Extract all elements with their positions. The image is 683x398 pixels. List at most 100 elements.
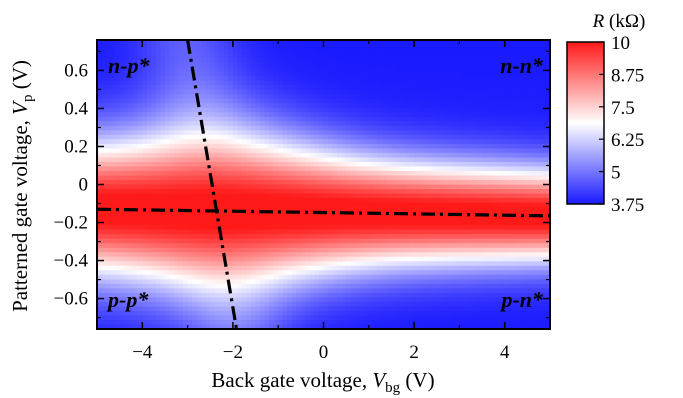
heatmap-cell	[205, 288, 211, 294]
heatmap-cell	[373, 270, 379, 276]
heatmap-cell	[328, 49, 334, 55]
heatmap-cell	[232, 157, 239, 163]
heatmap-cell	[241, 292, 248, 298]
heatmap-cell	[445, 166, 451, 172]
heatmap-cell	[246, 225, 252, 231]
heatmap-cell	[418, 279, 424, 285]
heatmap-cell	[137, 301, 143, 308]
heatmap-cell	[341, 116, 347, 122]
heatmap-cell	[142, 189, 148, 195]
heatmap-cell	[124, 80, 130, 86]
heatmap-cell	[405, 198, 411, 204]
heatmap-cell	[441, 125, 447, 131]
heatmap-cell	[391, 288, 397, 294]
heatmap-cell	[241, 288, 248, 294]
heatmap-cell	[232, 125, 239, 131]
heatmap-cell	[405, 40, 411, 46]
heatmap-cell	[119, 270, 125, 276]
heatmap-cell	[323, 265, 329, 271]
heatmap-cell	[241, 220, 248, 226]
heatmap-cell	[164, 71, 171, 77]
heatmap-cell	[237, 121, 243, 127]
heatmap-cell	[232, 234, 239, 240]
heatmap-cell	[314, 247, 320, 253]
heatmap-cell	[432, 288, 438, 294]
heatmap-cell	[174, 220, 180, 226]
heatmap-cell	[192, 306, 198, 312]
heatmap-cell	[441, 62, 447, 68]
heatmap-cell	[278, 80, 284, 86]
heatmap-cell	[269, 198, 275, 204]
heatmap-cell	[346, 166, 352, 172]
heatmap-cell	[400, 40, 406, 46]
heatmap-cell	[355, 306, 361, 312]
heatmap-cell	[124, 40, 130, 46]
heatmap-cell	[373, 103, 379, 109]
heatmap-cell	[246, 243, 252, 249]
heatmap-cell	[187, 148, 193, 154]
heatmap-cell	[219, 220, 225, 226]
heatmap-cell	[436, 202, 442, 208]
heatmap-cell	[409, 279, 415, 285]
heatmap-cell	[106, 193, 112, 199]
heatmap-cell	[314, 44, 320, 50]
heatmap-cell	[260, 319, 266, 326]
heatmap-cell	[300, 40, 306, 46]
heatmap-cell	[201, 202, 207, 208]
heatmap-cell	[441, 94, 447, 100]
heatmap-cell	[164, 243, 171, 249]
heatmap-cell	[423, 80, 429, 86]
heatmap-cell	[423, 71, 429, 77]
heatmap-cell	[228, 270, 234, 276]
heatmap-cell	[300, 44, 306, 50]
heatmap-cell	[228, 238, 234, 244]
heatmap-cell	[318, 324, 325, 329]
heatmap-cell	[368, 175, 374, 181]
heatmap-cell	[323, 89, 329, 95]
heatmap-cell	[124, 148, 130, 154]
heatmap-cell	[432, 234, 438, 240]
heatmap-cell	[237, 116, 243, 122]
heatmap-cell	[192, 261, 198, 267]
heatmap-cell	[146, 76, 152, 82]
heatmap-cell	[160, 143, 166, 149]
heatmap-cell	[282, 184, 288, 190]
heatmap-cell	[368, 116, 374, 122]
heatmap-cell	[305, 98, 311, 104]
heatmap-cell	[119, 189, 125, 195]
heatmap-cell	[214, 85, 220, 91]
heatmap-cell	[133, 116, 139, 122]
heatmap-cell	[255, 292, 261, 298]
heatmap-cell	[264, 62, 270, 68]
heatmap-cell	[405, 301, 411, 308]
heatmap-cell	[174, 315, 180, 321]
heatmap-cell	[101, 301, 107, 308]
heatmap-cell	[196, 184, 202, 190]
heatmap-cell	[300, 85, 306, 91]
heatmap-cell	[106, 103, 112, 109]
heatmap-cell	[364, 297, 370, 303]
heatmap-cell	[432, 279, 438, 285]
heatmap-cell	[414, 243, 420, 249]
heatmap-cell	[296, 229, 302, 235]
heatmap-cell	[441, 116, 447, 122]
heatmap-cell	[405, 98, 411, 104]
heatmap-cell	[228, 229, 234, 235]
heatmap-cell	[269, 62, 275, 68]
heatmap-cell	[160, 234, 166, 240]
heatmap-cell	[427, 234, 433, 240]
heatmap-cell	[377, 319, 383, 326]
heatmap-cell	[264, 179, 270, 186]
heatmap-cell	[300, 116, 306, 122]
heatmap-cell	[146, 252, 152, 258]
heatmap-cell	[436, 184, 442, 190]
heatmap-cell	[436, 306, 442, 312]
heatmap-cell	[232, 76, 239, 82]
heatmap-cell	[228, 80, 234, 86]
heatmap-cell	[296, 121, 302, 127]
heatmap-cell	[110, 279, 116, 285]
heatmap-cell	[359, 306, 365, 312]
heatmap-cell	[232, 306, 239, 312]
heatmap-cell	[106, 161, 112, 168]
heatmap-cell	[164, 261, 171, 267]
